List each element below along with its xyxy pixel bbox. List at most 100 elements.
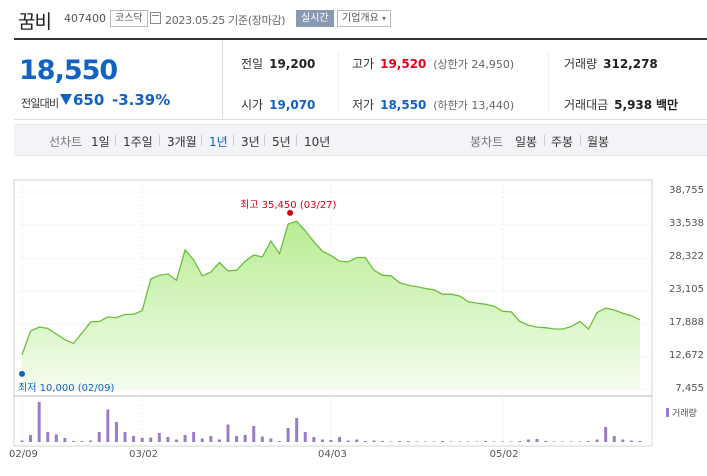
period-1w[interactable]: 1주일 — [123, 135, 153, 149]
volume-bar — [217, 439, 221, 442]
volume-bar — [372, 440, 376, 442]
volume-bar — [363, 441, 367, 442]
volume-bar — [252, 426, 256, 442]
price-area — [22, 221, 640, 390]
period-1d[interactable]: 1일 — [91, 135, 110, 149]
price-line — [21, 220, 641, 356]
volume-bar — [72, 441, 75, 442]
volume-bar — [123, 432, 127, 442]
stock-name: 꿈비 — [18, 11, 52, 33]
period-10y[interactable]: 10년 — [304, 135, 331, 149]
candle-monthly[interactable]: 월봉 — [587, 135, 610, 149]
volume-bar — [303, 432, 307, 442]
volume-bar — [638, 441, 642, 442]
volume-legend-swatch — [666, 408, 669, 417]
volume-bar — [423, 441, 427, 442]
volume-bar — [286, 428, 290, 442]
open-cell: 시가 19,070 — [241, 96, 315, 113]
lower-limit: (하한가 13,440) — [433, 99, 515, 112]
y-tick-label: 38,755 — [669, 185, 704, 196]
volume-bar — [544, 441, 548, 442]
period-3m[interactable]: 3개월 — [167, 135, 197, 149]
y-tick-label: 7,455 — [675, 383, 704, 394]
current-price: 18,550 — [19, 55, 118, 86]
period-1y[interactable]: 1년 — [209, 135, 228, 149]
volume-bar — [29, 435, 33, 442]
prev-close-cell: 전일 19,200 — [241, 55, 315, 72]
stock-code: 407400 — [64, 12, 106, 25]
volume-bar — [175, 439, 178, 442]
y-tick-label: 23,105 — [669, 284, 704, 295]
down-triangle-icon — [60, 94, 72, 105]
volume-bar — [157, 433, 161, 442]
volume-bar — [260, 436, 264, 442]
volume-bar — [432, 441, 436, 442]
price-change-value: 650 — [73, 91, 105, 109]
volume-bar — [295, 418, 299, 442]
low-value: 18,550 — [380, 98, 427, 112]
volume-bar — [492, 441, 496, 442]
x-tick-label: 04/03 — [318, 449, 347, 460]
volume-bar — [389, 441, 393, 442]
current-price-panel: 18,550 전일대비 650 -3.39% — [14, 40, 223, 120]
volume-bar — [166, 437, 170, 442]
period-3y[interactable]: 3년 — [241, 135, 260, 149]
period-bar: 선차트 1일 1주일 3개월 1년 3년 5년 10년 봉차트 일봉 주봉 월봉 — [14, 124, 707, 156]
volume-label: 거래량 — [564, 57, 598, 71]
plot-frame — [13, 179, 653, 447]
x-tick-label: 03/02 — [129, 449, 158, 460]
volume-bar — [329, 440, 333, 442]
volume-bar — [320, 439, 324, 442]
volume-bar — [509, 441, 513, 442]
stock-header: 꿈비 407400 코스닥 2023.05.25 기준(장마감) 실시간 기업개… — [0, 0, 707, 38]
volume-bar — [54, 434, 58, 442]
volume-bar — [149, 437, 153, 442]
volume-bar — [183, 435, 187, 442]
volume-bar — [132, 436, 136, 442]
market-badge: 코스닥 — [110, 10, 148, 27]
volume-bar — [561, 441, 565, 442]
price-chart-svg — [13, 179, 653, 447]
volume-bar — [484, 441, 487, 442]
candle-weekly[interactable]: 주봉 — [551, 135, 574, 149]
volume-bar — [552, 441, 556, 442]
prev-close-label: 전일 — [241, 57, 264, 71]
volume-bar — [235, 436, 239, 442]
y-tick-label: 12,672 — [669, 350, 704, 361]
price-change-pct: -3.39% — [112, 91, 171, 109]
period-5y[interactable]: 5년 — [272, 135, 291, 149]
volume-bar — [226, 424, 230, 442]
candle-daily[interactable]: 일봉 — [515, 135, 538, 149]
divider — [548, 52, 549, 112]
low-cell: 저가 18,550 (하한가 13,440) — [352, 96, 514, 113]
volume-bar — [518, 441, 522, 442]
volume-bar — [569, 441, 573, 442]
high-label: 고가 — [352, 57, 375, 71]
volume-bar — [37, 402, 41, 442]
trade-value: 5,938 — [614, 98, 653, 112]
volume-bar — [398, 441, 402, 442]
volume-bar — [20, 440, 24, 442]
volume-bar — [278, 441, 281, 442]
volume-bar — [458, 441, 462, 442]
volume-bar — [612, 436, 616, 442]
volume-bar — [587, 441, 590, 442]
volume-bar — [269, 438, 273, 442]
line-chart-label: 선차트 — [49, 135, 83, 149]
y-tick-label: 17,888 — [669, 317, 704, 328]
volume-bar — [441, 441, 445, 442]
price-summary: 18,550 전일대비 650 -3.39% 전일 19,200 시가 19,070… — [14, 38, 707, 120]
divider — [338, 52, 339, 112]
low-annotation: 최저 10,000 (02/09) — [18, 382, 115, 394]
date-text: 2023.05.25 기준(장마감) — [165, 14, 286, 27]
volume-bar — [595, 439, 599, 442]
company-info-dropdown[interactable]: 기업개요 ▾ — [337, 10, 392, 27]
upper-limit: (상한가 24,950) — [433, 58, 515, 71]
x-tick-label: 05/02 — [489, 449, 519, 460]
volume-bar — [89, 440, 93, 442]
realtime-button[interactable]: 실시간 — [296, 10, 334, 27]
volume-legend-label: 거래량 — [672, 409, 697, 419]
x-tick-label: 02/09 — [9, 449, 38, 460]
change-label: 전일대비 — [21, 97, 59, 110]
high-marker — [287, 209, 294, 216]
